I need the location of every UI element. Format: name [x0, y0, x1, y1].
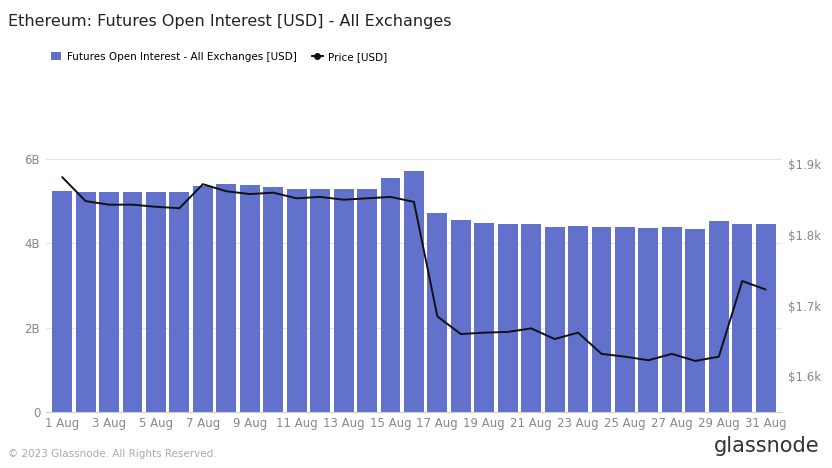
Bar	[146, 192, 166, 412]
Bar	[240, 185, 260, 412]
Bar	[287, 189, 307, 412]
Bar	[122, 191, 142, 412]
Bar	[380, 178, 400, 412]
Bar	[521, 224, 541, 412]
Bar	[662, 227, 682, 412]
Bar	[755, 224, 775, 412]
Bar	[357, 189, 377, 412]
Bar	[474, 223, 494, 412]
Bar	[404, 171, 423, 412]
Text: Ethereum: Futures Open Interest [USD] - All Exchanges: Ethereum: Futures Open Interest [USD] - …	[8, 14, 452, 29]
Bar	[686, 228, 706, 412]
Bar	[545, 227, 565, 412]
Bar	[263, 187, 283, 412]
Bar	[709, 221, 729, 412]
Bar	[451, 220, 471, 412]
Bar	[568, 226, 588, 412]
Bar	[334, 190, 354, 412]
Bar	[638, 228, 658, 412]
Bar	[170, 191, 190, 412]
Bar	[76, 192, 96, 412]
Bar	[428, 213, 448, 412]
Bar	[498, 224, 518, 412]
Bar	[52, 190, 72, 412]
Text: glassnode: glassnode	[714, 436, 820, 456]
Bar	[310, 189, 330, 412]
Bar	[732, 224, 752, 412]
Legend: Futures Open Interest - All Exchanges [USD], Price [USD]: Futures Open Interest - All Exchanges [U…	[51, 52, 387, 62]
Bar	[193, 186, 213, 412]
Bar	[216, 183, 236, 412]
Bar	[99, 192, 119, 412]
Bar	[592, 227, 612, 412]
Bar	[615, 227, 635, 412]
Text: © 2023 Glassnode. All Rights Reserved.: © 2023 Glassnode. All Rights Reserved.	[8, 449, 217, 459]
